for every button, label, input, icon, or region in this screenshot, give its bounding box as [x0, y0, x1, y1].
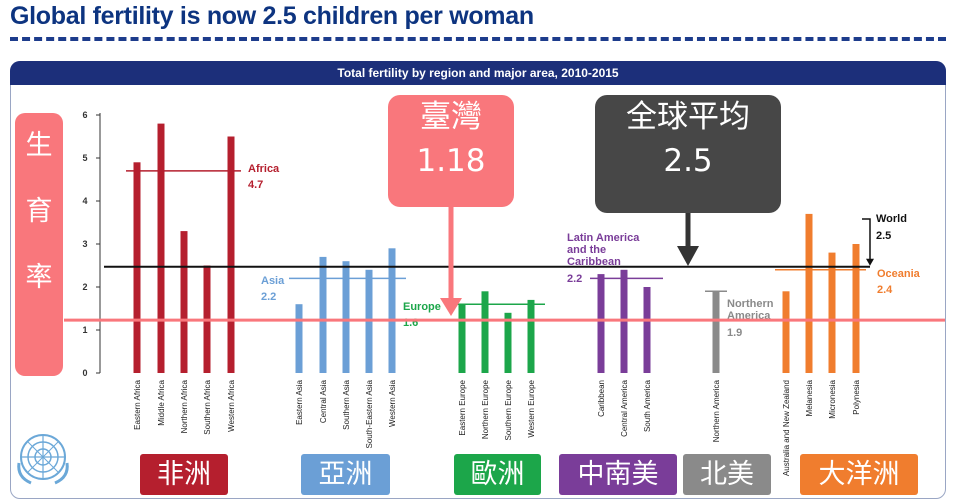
- bar: [782, 291, 790, 373]
- y-tick-label: 3: [82, 239, 87, 249]
- y-tick-label: 4: [82, 196, 87, 206]
- un-emblem-icon: [17, 434, 69, 485]
- x-tick-label: Eastern Europe: [458, 379, 467, 435]
- group-label: and the: [567, 244, 606, 256]
- world-arrowhead: [677, 246, 699, 266]
- group-label: Asia: [261, 275, 285, 287]
- x-tick-label: Western Africa: [227, 379, 236, 431]
- group-label: Africa: [248, 163, 280, 175]
- x-tick-label: Southern Africa: [203, 379, 212, 434]
- group-label: 2.2: [567, 273, 582, 285]
- x-tick-label: Central America: [620, 379, 629, 436]
- bar: [295, 304, 303, 373]
- world-callout-value: 2.5: [663, 143, 713, 179]
- region-chip-northern-america: 北美: [683, 454, 771, 495]
- region-chip-europe: 歐洲: [454, 454, 541, 495]
- bar: [597, 274, 605, 373]
- x-tick-label: Middle Africa: [157, 379, 166, 425]
- taiwan-callout: 臺灣 1.18: [388, 95, 514, 207]
- region-chip-latin-america: 中南美: [559, 454, 677, 495]
- group-label: Caribbean: [567, 256, 621, 268]
- x-tick-label: Northern Africa: [180, 379, 189, 433]
- bar: [388, 248, 396, 373]
- x-tick-label: South America: [643, 379, 652, 432]
- x-tick-label: Central Asia: [319, 379, 328, 423]
- group-label: 1.9: [727, 327, 742, 339]
- world-value-label: 2.5: [876, 230, 891, 242]
- headline: Global fertility is now 2.5 children per…: [10, 2, 534, 30]
- region-chip-africa: 非洲: [140, 454, 228, 495]
- bar: [805, 213, 813, 373]
- taiwan-callout-title: 臺灣: [420, 99, 482, 135]
- bar: [712, 291, 720, 373]
- x-tick-label: Northern America: [712, 379, 721, 442]
- y-tick-label: 2: [82, 282, 87, 292]
- bar: [527, 299, 535, 373]
- x-tick-label: Eastern Asia: [295, 379, 304, 424]
- taiwan-arrowhead: [440, 298, 462, 316]
- y-axis-label-char: 生: [25, 130, 53, 161]
- group-label: Latin America: [567, 232, 640, 244]
- y-tick-label: 0: [82, 368, 87, 378]
- group-label: Europe: [403, 301, 441, 313]
- world-callout-title: 全球平均: [626, 99, 750, 135]
- x-tick-label: Micronesia: [828, 379, 837, 418]
- x-tick-label: Western Asia: [388, 379, 397, 427]
- x-tick-label: Western Europe: [527, 379, 536, 437]
- region-chip-asia: 亞洲: [301, 454, 390, 495]
- group-label: Northern: [727, 298, 774, 310]
- x-tick-label: Melanesia: [805, 379, 814, 416]
- bar: [342, 261, 350, 373]
- y-tick-label: 1: [82, 325, 87, 335]
- world-average-callout: 全球平均 2.5: [595, 95, 781, 213]
- x-tick-label: Northern Europe: [481, 379, 490, 439]
- y-axis-label-char: 率: [25, 262, 53, 293]
- x-tick-label: Australia and New Zealand: [782, 380, 791, 476]
- group-label: Oceania: [877, 268, 921, 280]
- y-tick-label: 5: [82, 153, 87, 163]
- bar: [319, 256, 327, 373]
- x-tick-label: Southern Asia: [342, 379, 351, 429]
- bar: [227, 136, 235, 373]
- bar: [481, 291, 489, 373]
- x-tick-label: Caribbean: [597, 380, 606, 417]
- taiwan-callout-value: 1.18: [416, 143, 486, 179]
- bar: [180, 231, 188, 373]
- bar: [504, 312, 512, 373]
- y-axis-label-char: 育: [25, 196, 53, 227]
- bar: [828, 252, 836, 373]
- x-tick-label: Polynesia: [852, 379, 861, 414]
- world-pointer-arrowhead: [866, 258, 874, 266]
- x-tick-label: South-Eastern Asia: [365, 379, 374, 448]
- bar: [852, 244, 860, 373]
- x-tick-label: Eastern Africa: [133, 379, 142, 429]
- world-label-pointer: [862, 218, 871, 263]
- bar: [643, 287, 651, 373]
- bar: [157, 123, 165, 373]
- y-tick-label: 6: [82, 110, 87, 120]
- group-label: 2.2: [261, 291, 276, 303]
- group-label: 4.7: [248, 179, 263, 191]
- world-label: World: [876, 213, 907, 225]
- region-chip-oceania: 大洋洲: [800, 454, 918, 495]
- bar: [458, 304, 466, 373]
- y-axis-label-box: 生 育 率: [15, 113, 63, 376]
- dashed-divider: [10, 37, 946, 41]
- group-label: 2.4: [877, 284, 893, 296]
- chart-title: Total fertility by region and major area…: [10, 61, 946, 85]
- x-tick-label: Southern Europe: [504, 379, 513, 440]
